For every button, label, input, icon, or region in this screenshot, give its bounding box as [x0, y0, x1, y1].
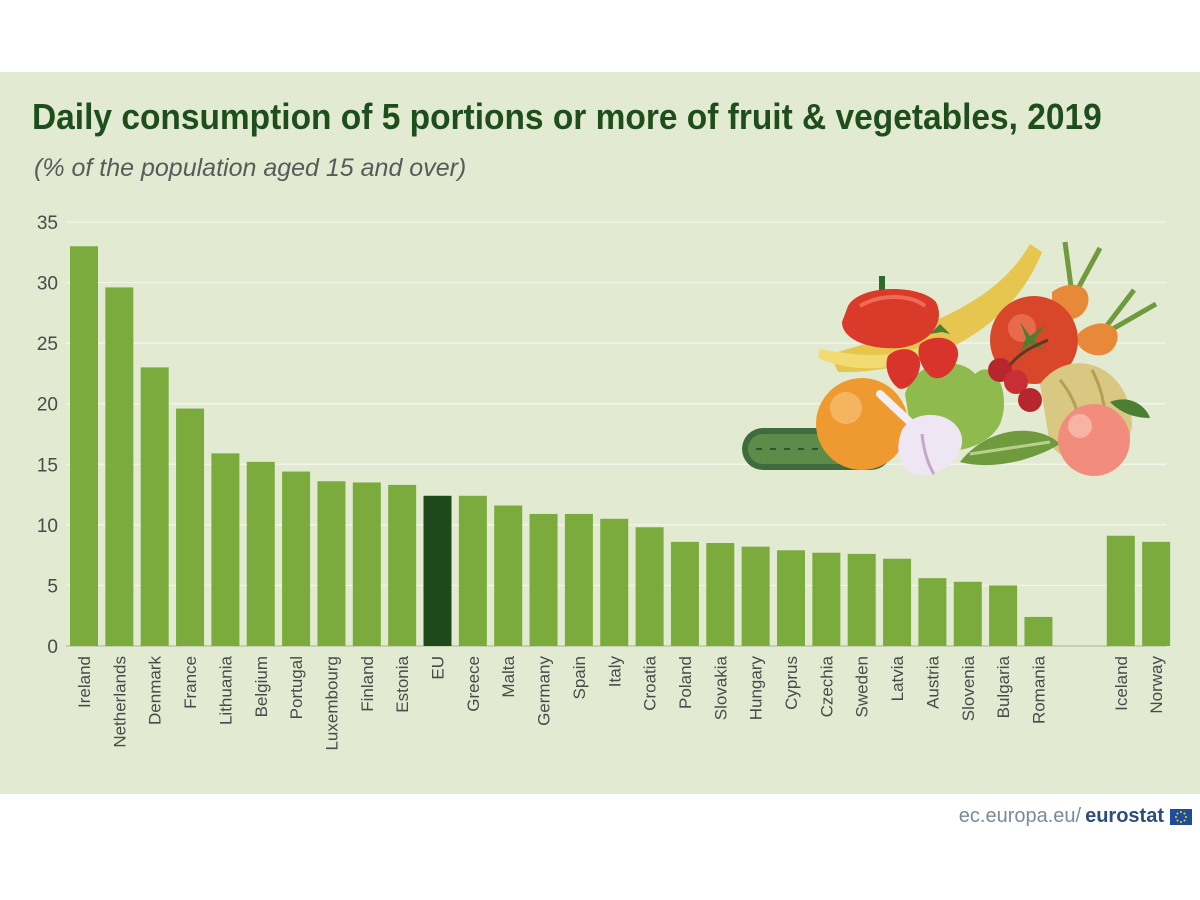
bar-eu — [423, 495, 452, 646]
bar-hungary — [741, 546, 770, 646]
y-tick-label: 5 — [47, 576, 58, 597]
bar-latvia — [883, 558, 912, 646]
bar-italy — [600, 518, 629, 646]
bell-pepper-icon — [842, 276, 939, 349]
bars — [70, 246, 1171, 646]
x-label-romania: Romania — [1029, 655, 1048, 724]
bar-bulgaria — [989, 585, 1018, 646]
x-label-bulgaria: Bulgaria — [994, 655, 1013, 718]
x-label-portugal: Portugal — [287, 656, 306, 719]
bar-lithuania — [211, 453, 240, 646]
bar-chart: 0 5 10 15 20 25 30 35 Ireland Netherlands Denmark… — [37, 213, 1171, 751]
strawberry-icon — [886, 324, 959, 389]
x-axis-labels: Ireland Netherlands Denmark France Lithuania… — [75, 655, 1166, 750]
x-label-malta: Malta — [499, 655, 518, 697]
x-label-croatia: Croatia — [641, 655, 660, 710]
cherries-icon — [988, 338, 1049, 412]
source-footer: ec.europa.eu/eurostat — [959, 805, 1192, 828]
eu-flag-icon — [1170, 808, 1192, 825]
x-label-germany: Germany — [535, 656, 554, 726]
x-label-denmark: Denmark — [146, 656, 165, 725]
footer-site: ec.europa.eu/ — [958, 805, 1082, 827]
bar-finland — [352, 482, 381, 646]
fruit-vegetables-illustration — [742, 241, 1158, 476]
bar-slovenia — [953, 581, 982, 646]
x-label-czechia: Czechia — [817, 655, 836, 717]
leaves-icon — [960, 430, 1060, 466]
x-label-ireland: Ireland — [75, 656, 94, 708]
x-label-latvia: Latvia — [888, 655, 907, 701]
bar-sweden — [847, 553, 876, 646]
x-label-poland: Poland — [676, 656, 695, 709]
bar-france — [176, 408, 205, 646]
footer-brand: eurostat — [1085, 805, 1164, 827]
y-tick-label: 0 — [47, 637, 58, 658]
bar-greece — [458, 495, 487, 646]
chart-subtitle: (% of the population aged 15 and over) — [34, 154, 467, 182]
x-label-slovakia: Slovakia — [711, 655, 730, 720]
x-label-cyprus: Cyprus — [782, 656, 801, 710]
x-label-austria: Austria — [923, 655, 942, 708]
y-tick-label: 35 — [37, 213, 58, 234]
bar-germany — [529, 513, 558, 646]
x-label-lithuania: Lithuania — [216, 655, 235, 725]
x-label-norway: Norway — [1147, 656, 1166, 714]
peach-icon — [1058, 399, 1150, 476]
x-label-luxembourg: Luxembourg — [322, 656, 341, 751]
x-label-france: France — [181, 656, 200, 709]
x-label-slovenia: Slovenia — [959, 655, 978, 721]
x-label-netherlands: Netherlands — [110, 656, 129, 748]
garlic-icon — [876, 390, 963, 476]
x-label-belgium: Belgium — [252, 656, 271, 717]
bar-iceland — [1106, 535, 1135, 646]
x-label-hungary: Hungary — [747, 656, 766, 721]
y-tick-label: 30 — [37, 274, 58, 295]
bar-denmark — [140, 367, 169, 646]
bar-austria — [918, 578, 947, 646]
bar-norway — [1142, 541, 1171, 646]
bar-luxembourg — [317, 481, 346, 646]
chart-title: Daily consumption of 5 portions or more … — [32, 96, 1102, 137]
orange-icon — [816, 378, 908, 470]
bar-portugal — [282, 471, 311, 646]
y-tick-label: 25 — [37, 334, 58, 355]
x-label-finland: Finland — [358, 656, 377, 712]
bar-malta — [494, 505, 523, 646]
y-tick-label: 10 — [37, 516, 58, 537]
bar-spain — [564, 513, 593, 646]
bar-belgium — [246, 461, 275, 646]
bar-poland — [670, 541, 699, 646]
chart-panel: Daily consumption of 5 portions or more … — [0, 72, 1200, 794]
bar-netherlands — [105, 287, 134, 646]
x-label-iceland: Iceland — [1112, 656, 1131, 711]
x-label-greece: Greece — [464, 656, 483, 712]
bar-czechia — [812, 552, 841, 646]
bar-slovakia — [706, 543, 735, 646]
x-label-sweden: Sweden — [853, 656, 872, 717]
carrot-icon — [1052, 241, 1158, 356]
y-tick-label: 20 — [37, 395, 58, 416]
bar-croatia — [635, 527, 664, 646]
x-label-eu: EU — [429, 656, 448, 680]
bar-cyprus — [777, 550, 805, 646]
x-label-estonia: Estonia — [393, 655, 412, 712]
bar-ireland — [70, 246, 98, 646]
bar-estonia — [388, 484, 417, 646]
y-axis-ticks: 0 5 10 15 20 25 30 35 — [37, 213, 58, 658]
x-label-italy: Italy — [605, 656, 624, 688]
y-tick-label: 15 — [37, 455, 58, 476]
x-label-spain: Spain — [570, 656, 589, 699]
bar-romania — [1024, 616, 1053, 646]
